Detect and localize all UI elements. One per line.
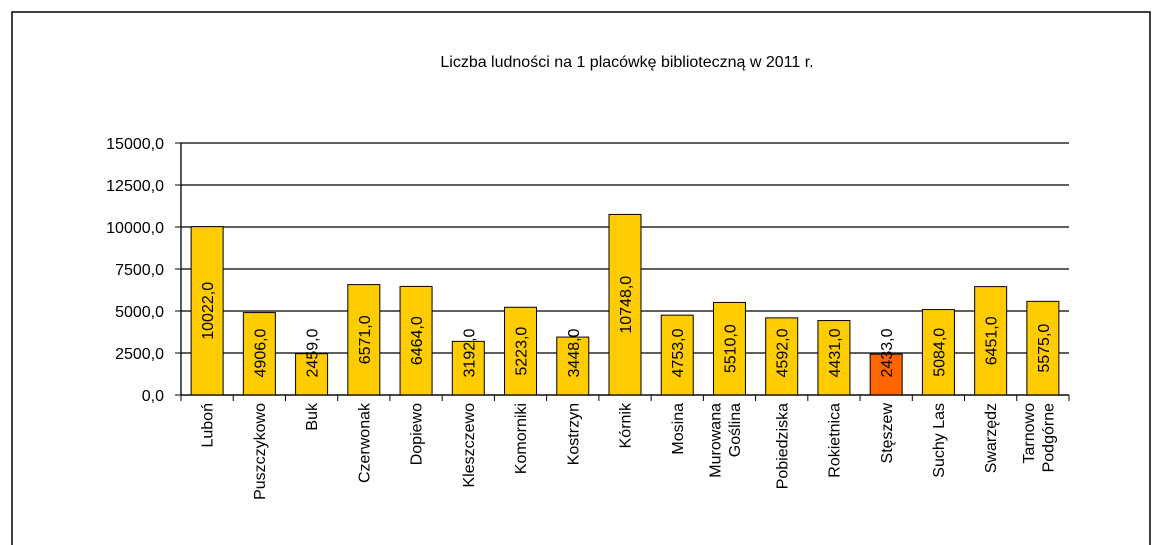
x-tick-label: Suchy Las: [931, 403, 948, 478]
bar: [869, 353, 903, 396]
bar: [556, 336, 590, 396]
bar: [190, 226, 224, 396]
y-tick-label: 5000,0: [115, 304, 164, 321]
value-label: 3448,0: [566, 328, 583, 377]
bar: [1026, 300, 1060, 396]
x-tick-label: Luboń: [200, 403, 217, 448]
value-label: 10022,0: [200, 282, 217, 340]
y-tick-label: 2500,0: [115, 346, 164, 363]
x-tick-label: Kórnik: [618, 402, 635, 448]
value-label: 6451,0: [984, 316, 1001, 365]
value-label: 4753,0: [670, 328, 687, 377]
value-label: 3192,0: [461, 328, 478, 377]
x-tick-label: Murowana Goślina: [708, 403, 744, 478]
bar: [608, 213, 642, 396]
x-tick-label: Mosina: [670, 403, 687, 455]
bar: [347, 284, 381, 396]
value-label: 5510,0: [722, 324, 739, 373]
y-tick-label: 12500,0: [106, 178, 164, 195]
y-tick-label: 7500,0: [115, 262, 164, 279]
y-tick-label: 0,0: [142, 388, 164, 405]
x-tick-label: Kleszczewo: [461, 403, 478, 488]
x-tick-label: Swarzędz: [983, 403, 1000, 473]
value-label: 5084,0: [931, 328, 948, 377]
x-tick-label: Tarnowo Podgórne: [1021, 403, 1057, 472]
bar: [504, 306, 538, 396]
value-label: 2433,0: [879, 328, 896, 377]
bar: [921, 309, 955, 396]
value-label: 6571,0: [357, 315, 374, 364]
value-label: 4906,0: [252, 328, 269, 377]
x-tick-label: Pobiedziska: [774, 403, 791, 489]
x-tick-label: Stęszew: [879, 403, 896, 464]
value-label: 10748,0: [618, 276, 635, 334]
bar: [295, 353, 329, 396]
y-tick-label: 15000,0: [106, 136, 164, 153]
value-label: 4592,0: [775, 328, 792, 377]
chart-title: Liczba ludności na 1 placówkę bibliotecz…: [440, 54, 813, 71]
x-tick-label: Komorniki: [513, 403, 530, 474]
x-tick-label: Dopiewo: [409, 403, 426, 465]
value-label: 2459,0: [305, 328, 322, 377]
x-tick-label: Kostrzyn: [565, 403, 582, 465]
value-label: 5575,0: [1036, 324, 1053, 373]
value-label: 4431,0: [827, 328, 844, 377]
bar: [712, 301, 746, 396]
bar: [242, 312, 276, 396]
value-label: 6464,0: [409, 316, 426, 365]
x-tick-label: Puszczykowo: [252, 403, 269, 500]
x-tick-label: Czerwonak: [356, 402, 373, 483]
y-tick-label: 10000,0: [106, 220, 164, 237]
x-tick-label: Buk: [304, 402, 321, 431]
x-tick-label: Rokietnica: [827, 403, 844, 478]
bar: [399, 285, 433, 396]
bar: [765, 317, 799, 396]
bar: [817, 320, 851, 396]
bar: [660, 314, 694, 396]
bar: [451, 340, 485, 396]
value-label: 5223,0: [514, 327, 531, 376]
